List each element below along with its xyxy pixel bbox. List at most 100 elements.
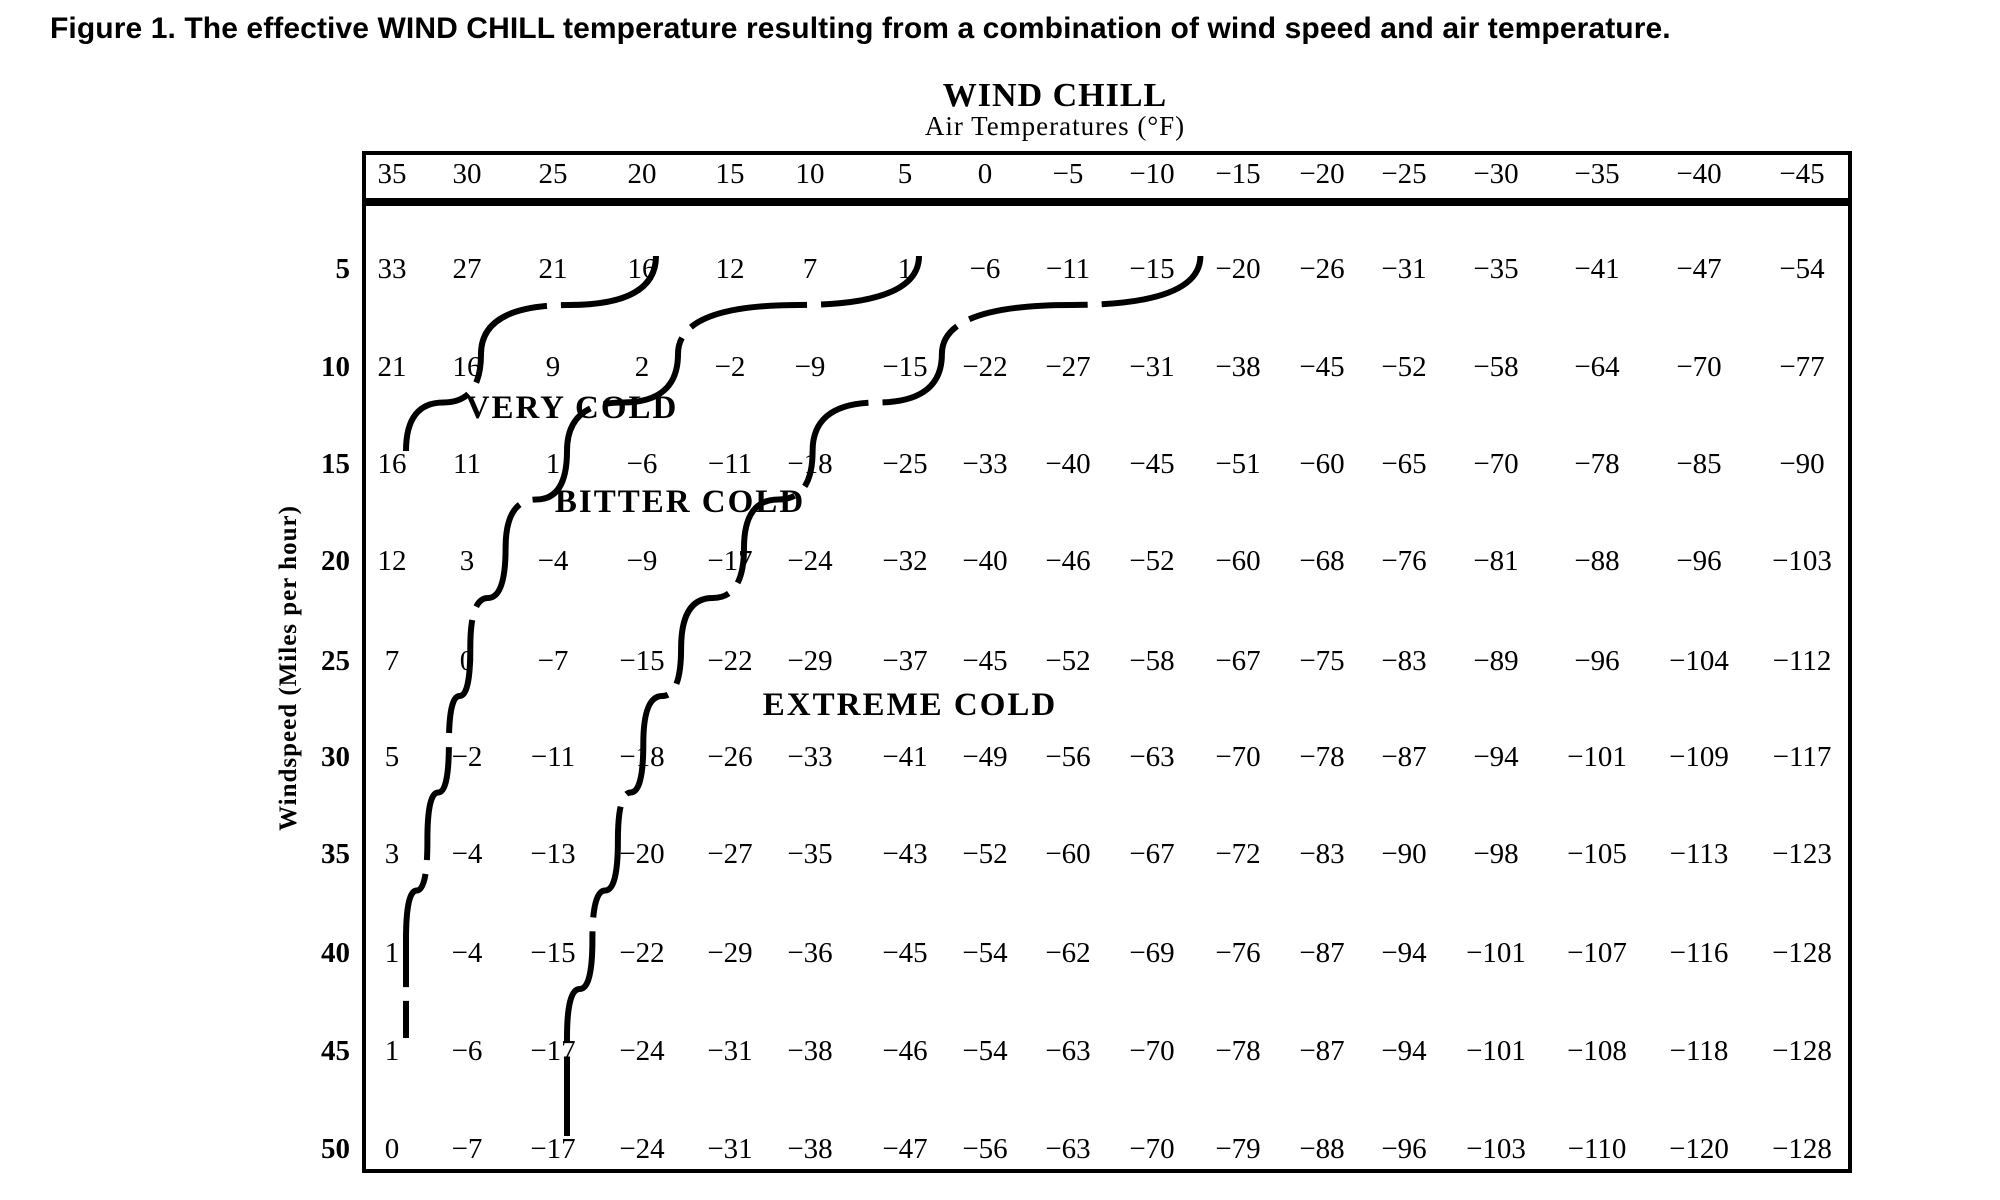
wind-chill-value: −6 <box>627 448 658 480</box>
wind-chill-value: −17 <box>530 1133 575 1165</box>
wind-chill-value: −72 <box>1215 838 1260 870</box>
wind-chill-value: −120 <box>1669 1133 1729 1165</box>
wind-chill-value: −24 <box>619 1133 665 1165</box>
wind-chill-value: −108 <box>1567 1035 1627 1067</box>
wind-chill-value: −35 <box>787 838 832 870</box>
wind-chill-value: −33 <box>787 741 832 773</box>
wind-chill-value: −22 <box>707 645 752 677</box>
zone-boundary-curve <box>403 255 659 452</box>
wind-chill-value: 1 <box>385 937 400 969</box>
wind-chill-value: −38 <box>787 1133 832 1165</box>
wind-chill-value: 1 <box>546 448 561 480</box>
wind-chill-value: 2 <box>635 351 650 383</box>
wind-chill-value: −52 <box>1381 351 1426 383</box>
wind-chill-value: −118 <box>1670 1035 1729 1067</box>
wind-chill-value: −110 <box>1568 1133 1627 1165</box>
wind-chill-value: −54 <box>962 1035 1008 1067</box>
wind-chill-value: −87 <box>1381 741 1426 773</box>
wind-chill-value: −70 <box>1215 741 1260 773</box>
wind-chill-value: −18 <box>787 448 832 480</box>
wind-chill-value: −103 <box>1466 1133 1526 1165</box>
wind-chill-value: 0 <box>460 645 475 677</box>
wind-chill-value: −78 <box>1215 1035 1260 1067</box>
wind-chill-value: −15 <box>882 351 927 383</box>
wind-chill-value: 3 <box>385 838 400 870</box>
wind-chill-value: −87 <box>1299 1035 1344 1067</box>
air-temperature-label: −45 <box>1779 158 1824 190</box>
wind-chill-value: −58 <box>1473 351 1518 383</box>
wind-chill-value: −67 <box>1129 838 1174 870</box>
wind-chill-cells: 33 27 21 16 12 7 1 −6 −11 −15 −20 −26 −31 −35 −41 −47 −5… <box>378 253 1832 1165</box>
wind-chill-value: −26 <box>707 741 752 773</box>
wind-chill-value: −64 <box>1574 351 1620 383</box>
wind-chill-value: −62 <box>1045 937 1090 969</box>
wind-chill-value: −17 <box>707 545 752 577</box>
wind-chill-value: −11 <box>708 448 752 480</box>
wind-chill-value: −98 <box>1473 838 1518 870</box>
zone-boundary-curve <box>403 255 922 1038</box>
air-temperature-label: 20 <box>628 158 657 190</box>
chart-title: WIND CHILL <box>943 77 1167 114</box>
wind-chill-value: 1 <box>898 253 913 285</box>
wind-chill-value: 21 <box>539 253 568 285</box>
zone-label: BITTER COLD <box>555 484 805 520</box>
wind-chill-value: −36 <box>787 937 832 969</box>
wind-chill-value: −46 <box>1045 545 1090 577</box>
y-axis-label: Windspeed (Miles per hour) <box>275 505 302 831</box>
windspeed-label: 30 <box>321 741 350 773</box>
air-temperature-label: −25 <box>1381 158 1426 190</box>
wind-chill-value: −83 <box>1299 838 1344 870</box>
wind-chill-value: −96 <box>1381 1133 1426 1165</box>
wind-chill-value: −41 <box>1574 253 1619 285</box>
wind-chill-value: −29 <box>707 937 752 969</box>
wind-chill-value: −101 <box>1567 741 1627 773</box>
wind-chill-value: −94 <box>1473 741 1519 773</box>
wind-chill-value: −69 <box>1129 937 1174 969</box>
wind-chill-value: 3 <box>460 545 475 577</box>
wind-chill-value: −85 <box>1676 448 1721 480</box>
wind-chill-value: −67 <box>1215 645 1260 677</box>
wind-chill-value: −88 <box>1299 1133 1344 1165</box>
air-temperature-label: 10 <box>796 158 825 190</box>
wind-chill-value: −24 <box>787 545 833 577</box>
wind-chill-value: −94 <box>1381 937 1427 969</box>
wind-chill-value: −47 <box>882 1133 927 1165</box>
wind-chill-value: −88 <box>1574 545 1619 577</box>
wind-chill-value: −31 <box>1129 351 1174 383</box>
wind-chill-value: −38 <box>787 1035 832 1067</box>
wind-chill-value: 9 <box>546 351 561 383</box>
wind-chill-value: −56 <box>962 1133 1007 1165</box>
air-temperature-label: 15 <box>716 158 745 190</box>
wind-chill-value: −20 <box>1215 253 1260 285</box>
wind-chill-value: −24 <box>619 1035 665 1067</box>
wind-chill-value: −68 <box>1299 545 1344 577</box>
wind-chill-value: −101 <box>1466 1035 1526 1067</box>
windspeed-label: 25 <box>321 645 350 677</box>
wind-chill-value: −7 <box>452 1133 483 1165</box>
air-temperature-label: −35 <box>1574 158 1619 190</box>
wind-chill-value: −70 <box>1129 1035 1174 1067</box>
wind-chill-value: −11 <box>531 741 575 773</box>
wind-chill-value: −96 <box>1574 645 1619 677</box>
wind-chill-value: −46 <box>882 1035 927 1067</box>
wind-chill-value: −35 <box>1473 253 1518 285</box>
wind-chill-value: −128 <box>1772 1133 1832 1165</box>
wind-chill-value: −6 <box>452 1035 483 1067</box>
wind-chill-value: −81 <box>1473 545 1518 577</box>
wind-chill-value: −70 <box>1676 351 1721 383</box>
wind-chill-value: −45 <box>1299 351 1344 383</box>
wind-chill-value: −52 <box>1045 645 1090 677</box>
wind-chill-value: 5 <box>385 741 400 773</box>
wind-chill-value: −38 <box>1215 351 1260 383</box>
wind-chill-value: −94 <box>1381 1035 1427 1067</box>
wind-chill-value: −40 <box>1045 448 1090 480</box>
windspeed-label: 10 <box>321 351 350 383</box>
wind-chill-value: −43 <box>882 838 927 870</box>
air-temperature-labels: 35 30 25 20 15 10 5 0 −5 −10 −15 −20 −25 −30 −35 −40 −45 <box>378 158 1825 190</box>
wind-chill-value: −22 <box>962 351 1007 383</box>
wind-chill-value: −33 <box>962 448 1007 480</box>
wind-chill-value: −15 <box>530 937 575 969</box>
zone-boundary-curve <box>564 255 1204 1136</box>
wind-chill-value: −27 <box>1045 351 1090 383</box>
